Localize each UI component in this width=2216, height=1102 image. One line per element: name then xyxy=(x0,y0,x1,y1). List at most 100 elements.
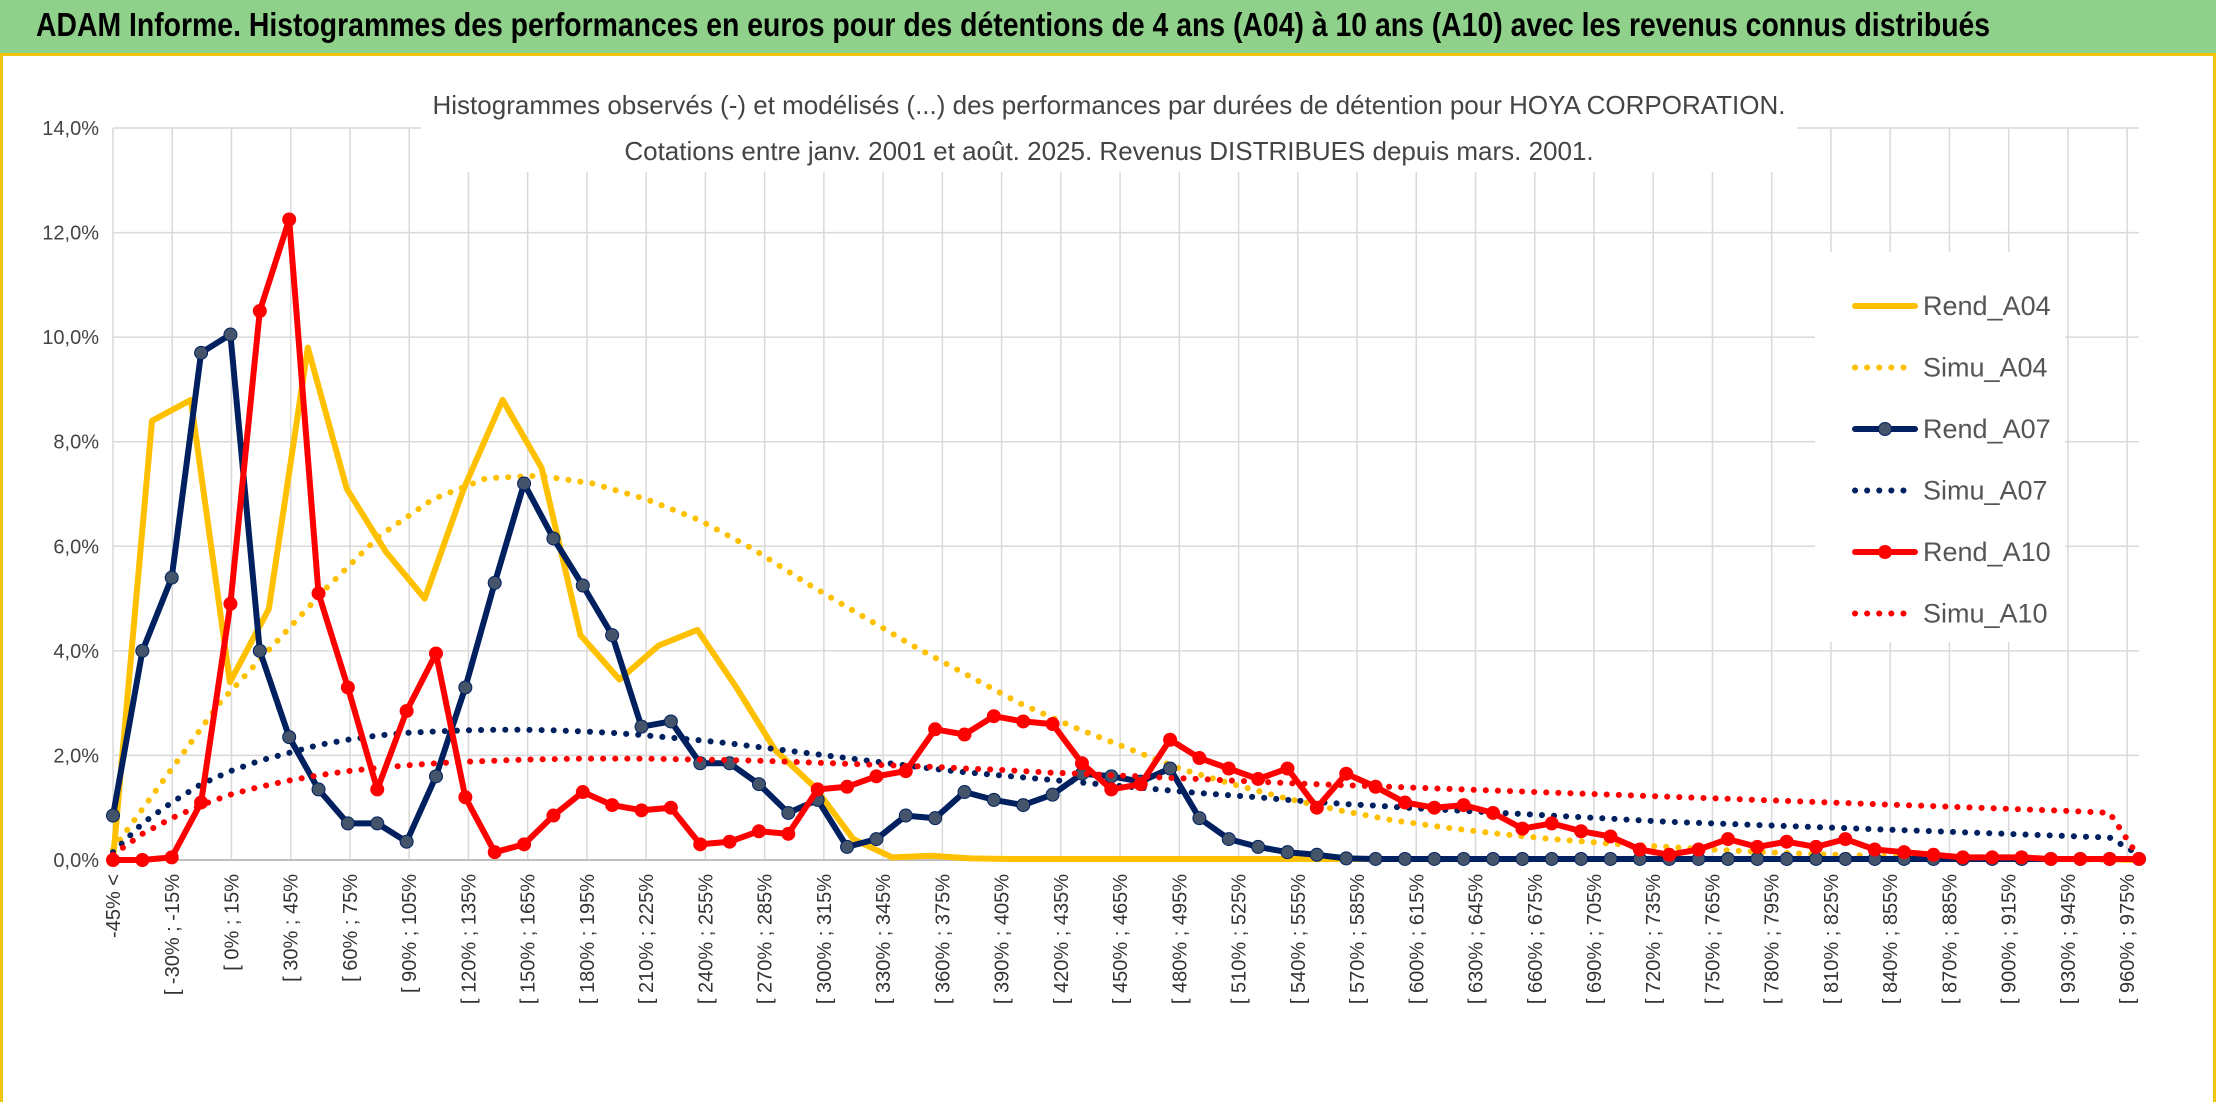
data-point xyxy=(1574,851,1589,866)
report-banner: ADAM Informe. Histogrammes des performan… xyxy=(0,0,2216,56)
data-point xyxy=(135,853,150,867)
y-tick-label: 8,0% xyxy=(53,432,99,454)
data-point xyxy=(458,680,473,695)
x-tick-label: [ 30% ; 45% xyxy=(281,874,303,982)
data-point xyxy=(1779,834,1794,849)
data-point xyxy=(546,808,561,823)
data-point xyxy=(487,575,502,590)
data-point xyxy=(1574,824,1589,839)
x-tick-label: [ 480% ; 495% xyxy=(1169,874,1191,1004)
data-point xyxy=(311,782,326,797)
x-tick-label: [ -30% ; -15% xyxy=(162,874,184,995)
data-point xyxy=(1045,787,1060,802)
data-point xyxy=(781,826,796,841)
data-point xyxy=(605,628,620,643)
x-tick-label: [ 330% ; 345% xyxy=(873,874,895,1004)
x-tick-label: [ 120% ; 135% xyxy=(458,874,480,1004)
data-point xyxy=(252,304,267,318)
data-point xyxy=(1779,851,1794,866)
data-point xyxy=(1427,851,1442,866)
data-point xyxy=(428,769,443,784)
chart-legend: Rend_A04 Simu_A04 Rend_A07 Simu_A07 Rend_A10… xyxy=(1815,252,2065,642)
data-point xyxy=(1045,717,1060,732)
x-axis: -45% < [ -30% ; -15% [ 0% ; 15% [ 30% ; 45%… xyxy=(103,874,2139,1004)
data-point xyxy=(986,709,1001,724)
legend-label: Rend_A04 xyxy=(1923,291,2051,321)
x-tick-label: [ 570% ; 585% xyxy=(1347,874,1369,1004)
data-point xyxy=(1104,782,1119,797)
data-point xyxy=(693,837,708,852)
data-point xyxy=(634,719,649,734)
data-point xyxy=(282,730,297,745)
data-point xyxy=(1691,842,1706,857)
x-tick-label: [ 690% ; 705% xyxy=(1584,874,1606,1004)
data-point xyxy=(458,790,473,805)
legend-label: Simu_A04 xyxy=(1923,353,2048,383)
data-point xyxy=(1486,851,1501,866)
data-point xyxy=(1750,851,1765,866)
data-point xyxy=(1221,761,1236,776)
x-tick-label: [ 90% ; 105% xyxy=(399,874,421,993)
y-tick-label: 14,0% xyxy=(42,118,99,140)
x-tick-label: [ 630% ; 645% xyxy=(1466,874,1488,1004)
data-point xyxy=(370,782,385,797)
y-tick-label: 12,0% xyxy=(42,223,99,245)
data-point xyxy=(605,798,620,813)
y-tick-label: 4,0% xyxy=(53,641,99,663)
x-tick-label: [ 720% ; 735% xyxy=(1643,874,1665,1004)
data-point xyxy=(1809,851,1824,866)
series-line-simu-a04 xyxy=(110,472,2142,863)
x-tick-label: [ 360% ; 375% xyxy=(932,874,954,1004)
data-point xyxy=(282,212,297,227)
data-point xyxy=(1867,842,1882,857)
series-line-rend-a10 xyxy=(110,216,2142,863)
data-point xyxy=(1662,847,1677,862)
data-point xyxy=(810,782,825,797)
data-point xyxy=(1985,850,2000,865)
series-line-simu-a10 xyxy=(110,755,2142,861)
data-point xyxy=(1486,805,1501,820)
data-point xyxy=(928,811,943,826)
data-point xyxy=(1192,751,1207,766)
chart-series xyxy=(106,212,2146,867)
data-point xyxy=(869,832,884,847)
y-tick-label: 0,0% xyxy=(53,850,99,872)
data-point xyxy=(1016,714,1031,729)
legend-marker xyxy=(1878,422,1892,436)
performance-histogram-chart: 0,0% 2,0% 4,0% 6,0% 8,0% 10,0% 12,0% 14,0% -45%… xyxy=(42,80,2146,1004)
data-point xyxy=(1339,766,1354,781)
x-tick-label: [ 780% ; 795% xyxy=(1762,874,1784,1004)
data-point xyxy=(1251,839,1266,854)
y-tick-label: 10,0% xyxy=(42,327,99,349)
data-point xyxy=(517,837,532,852)
data-point xyxy=(1074,756,1089,771)
x-tick-label: [ 540% ; 555% xyxy=(1288,874,1310,1004)
data-point xyxy=(1456,798,1471,813)
data-point xyxy=(399,834,414,849)
report-title: ADAM Informe. Histogrammes des performan… xyxy=(36,6,1991,43)
legend-marker xyxy=(1878,545,1892,559)
x-tick-label: [ 150% ; 165% xyxy=(518,874,540,1004)
data-point xyxy=(1809,839,1824,854)
data-point xyxy=(1016,798,1031,813)
x-tick-label: [ 930% ; 945% xyxy=(2058,874,2080,1004)
data-point xyxy=(399,703,414,718)
data-point xyxy=(898,808,913,823)
chart-title-box: Histogrammes observés (-) et modélisés (… xyxy=(421,80,1797,172)
data-point xyxy=(135,643,150,658)
legend-label: Rend_A07 xyxy=(1923,414,2051,444)
x-tick-label: [ 840% ; 855% xyxy=(1880,874,1902,1004)
data-point xyxy=(751,824,766,839)
data-point xyxy=(1897,845,1912,860)
x-tick-label: [ 900% ; 915% xyxy=(1999,874,2021,1004)
data-point xyxy=(194,345,209,360)
data-point xyxy=(1397,795,1412,810)
data-point xyxy=(1397,851,1412,866)
data-point xyxy=(517,476,532,491)
data-point xyxy=(1838,851,1853,866)
data-point xyxy=(957,727,972,742)
data-point xyxy=(487,845,502,860)
x-tick-label: [ 810% ; 825% xyxy=(1821,874,1843,1004)
x-tick-label: [ 240% ; 255% xyxy=(695,874,717,1004)
legend-background xyxy=(1815,252,2065,642)
